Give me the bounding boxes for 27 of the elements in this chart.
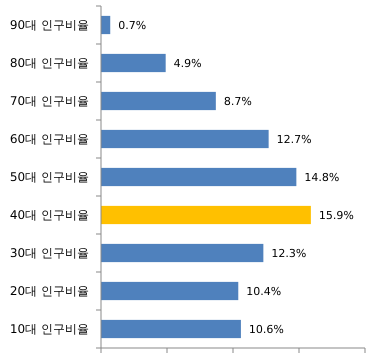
y-tick-label: 40대 인구비율 (10, 208, 89, 222)
data-label: 8.7% (224, 95, 252, 108)
y-tick-label: 60대 인구비율 (10, 132, 89, 146)
data-label: 15.9% (318, 209, 354, 222)
data-label: 10.4% (246, 285, 282, 298)
bar (101, 130, 269, 148)
data-label: 4.9% (174, 57, 202, 70)
y-tick-label: 30대 인구비율 (10, 246, 89, 260)
bar (101, 16, 110, 34)
data-label: 12.3% (271, 247, 306, 260)
data-label: 12.7% (276, 133, 312, 146)
bar (101, 92, 216, 110)
bar (101, 206, 311, 224)
data-label: 10.6% (248, 323, 284, 336)
y-tick-label: 50대 인구비율 (10, 170, 89, 184)
bar (101, 320, 241, 338)
data-label: 14.8% (304, 171, 340, 184)
bar (101, 282, 238, 300)
y-tick-label: 20대 인구비율 (10, 284, 89, 298)
bar (101, 244, 264, 262)
y-tick-label: 80대 인구비율 (10, 56, 89, 70)
data-label: 0.7% (118, 19, 146, 32)
bar (101, 168, 296, 186)
bar (101, 54, 166, 72)
y-tick-label: 90대 인구비율 (10, 18, 89, 32)
y-tick-label: 10대 인구비율 (10, 322, 89, 336)
y-tick-label: 70대 인구비율 (10, 94, 89, 108)
